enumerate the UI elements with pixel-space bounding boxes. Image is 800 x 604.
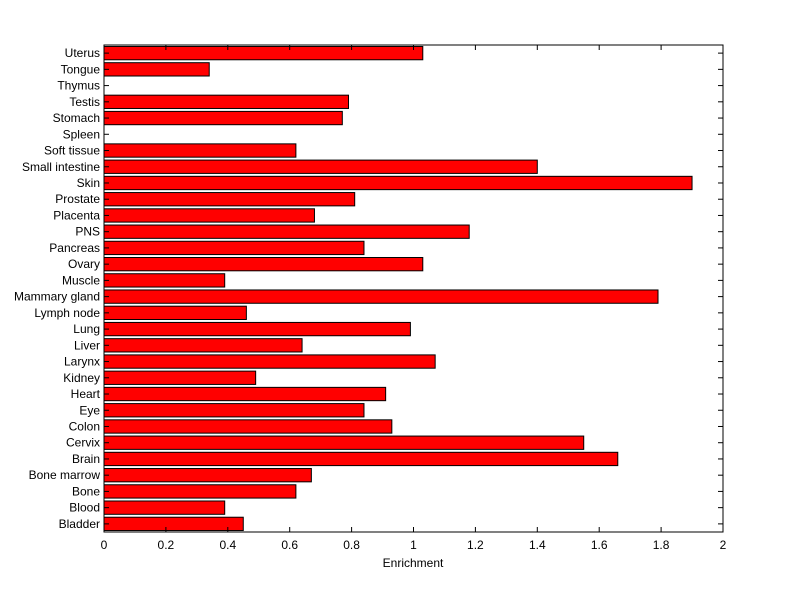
y-tick-label: Skin: [77, 176, 100, 190]
x-tick-label: 1.4: [529, 538, 546, 552]
bar-pns: [103, 224, 470, 239]
y-tick-label: Soft tissue: [44, 144, 100, 158]
y-tick-label: Tongue: [61, 62, 101, 76]
y-tick-label: Mammary gland: [14, 290, 100, 304]
bar-blood: [103, 500, 226, 515]
x-tick-label: 0: [101, 538, 108, 552]
y-tick-label: Prostate: [55, 192, 100, 206]
y-tick-label: Bone: [72, 484, 100, 498]
bar-lymph-node: [103, 305, 247, 321]
y-axis-ticks: Bladder Blood Bone Bone marrow Brain Cervix Co…: [14, 46, 723, 531]
y-tick-label: Small intestine: [22, 160, 100, 174]
y-tick-label: Colon: [69, 419, 100, 433]
bar-eye: [103, 403, 365, 418]
bar-testis: [103, 94, 350, 109]
y-tick-label: Lymph node: [34, 306, 100, 320]
y-tick-label: Pancreas: [49, 241, 100, 255]
bar-pancreas: [103, 240, 365, 256]
bar-liver: [103, 338, 303, 353]
y-tick-label: Stomach: [53, 111, 100, 125]
bar-soft-tissue: [103, 143, 297, 158]
y-tick-label: Cervix: [66, 436, 100, 450]
y-tick-label: Brain: [72, 452, 100, 466]
x-tick-label: 0.4: [219, 538, 236, 552]
bar-brain: [103, 451, 619, 467]
x-tick-label: 2: [720, 538, 727, 552]
x-axis-label: Enrichment: [383, 556, 444, 570]
y-tick-label: Testis: [69, 95, 100, 109]
bar-small-intestine: [103, 159, 538, 174]
y-tick-label: Eye: [79, 403, 100, 417]
y-tick-label: Heart: [71, 387, 101, 401]
bar-prostate: [103, 192, 356, 207]
bar-larynx: [103, 354, 436, 369]
bar-colon: [103, 419, 393, 434]
y-tick-label: Kidney: [63, 371, 100, 385]
bar-ovary: [103, 256, 424, 272]
y-tick-label: Bone marrow: [29, 468, 101, 482]
y-tick-label: Uterus: [65, 46, 100, 60]
x-tick-label: 0.6: [281, 538, 298, 552]
bar-heart: [103, 386, 387, 402]
bar-bladder: [103, 516, 244, 532]
x-tick-label: 1: [410, 538, 417, 552]
bar-mammary-gland: [103, 289, 659, 304]
bar-placenta: [103, 208, 315, 223]
bar-muscle: [103, 273, 226, 288]
y-tick-label: Larynx: [64, 355, 100, 369]
y-tick-label: Spleen: [63, 127, 100, 141]
y-tick-label: Liver: [74, 338, 100, 352]
bar-bone: [103, 484, 297, 499]
y-tick-label: Blood: [69, 501, 100, 515]
bar-bone-marrow: [103, 468, 312, 483]
y-tick-label: Placenta: [53, 208, 100, 222]
bar-tongue: [103, 62, 210, 77]
y-tick-label: Muscle: [62, 273, 100, 287]
bar-stomach: [103, 110, 343, 126]
x-tick-label: 1.6: [591, 538, 608, 552]
bar-kidney: [103, 370, 257, 385]
x-tick-label: 0.2: [158, 538, 175, 552]
bar-cervix: [103, 435, 585, 450]
x-tick-label: 1.8: [653, 538, 670, 552]
y-tick-label: Thymus: [57, 79, 100, 93]
x-tick-label: 1.2: [467, 538, 484, 552]
y-tick-label: Lung: [73, 322, 100, 336]
y-tick-label: PNS: [75, 225, 100, 239]
bar-skin: [103, 175, 693, 191]
bar-lung: [103, 321, 411, 337]
y-tick-label: Bladder: [59, 517, 100, 531]
bar-uterus: [103, 45, 424, 61]
x-axis-ticks: 0 0.2 0.4 0.6 0.8 1 1.2 1.4 1.6 1.8 2: [101, 45, 727, 552]
y-tick-label: Ovary: [68, 257, 100, 271]
x-tick-label: 0.8: [343, 538, 360, 552]
